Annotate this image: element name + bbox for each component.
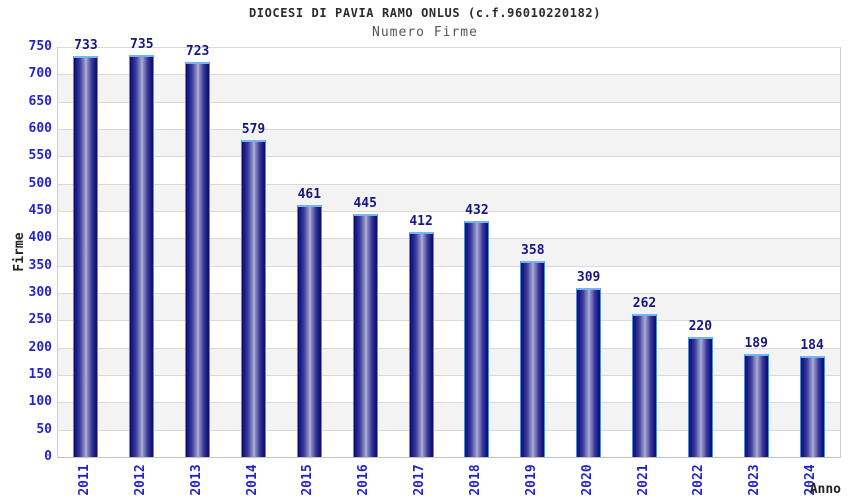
chart-title: DIOCESI DI PAVIA RAMO ONLUS (c.f.9601022…	[248, 6, 602, 20]
y-axis-title: Firme	[12, 232, 27, 272]
plot-area: 733 735 723 579 461 445 412 432 358 309 262 220 189 1…	[57, 37, 841, 458]
bar	[520, 261, 546, 457]
plot-band-grey	[58, 402, 840, 430]
bar-value-label: 461	[297, 187, 322, 202]
y-tick-label: 250	[28, 312, 52, 328]
bar	[241, 140, 266, 457]
x-tick-label: 2016	[356, 464, 372, 496]
bar-value-label: 184	[800, 338, 824, 354]
x-tick-label: 2014	[244, 464, 260, 496]
plot-band-white	[58, 156, 840, 184]
bar-value-label: 445	[353, 195, 377, 211]
y-tick-label: 700	[28, 66, 52, 82]
bar	[799, 356, 825, 457]
x-tick-label: 2023	[747, 464, 763, 496]
x-tick-label: 2019	[523, 464, 539, 496]
y-tick-label: 550	[28, 148, 52, 164]
bar-value-label: 262	[632, 295, 657, 311]
bar-value-label: 735	[130, 37, 154, 53]
bar	[185, 61, 211, 457]
x-tick-label: 2012	[132, 464, 148, 496]
y-tick-label: 400	[28, 230, 52, 246]
bar	[743, 353, 769, 457]
y-tick-label: 300	[28, 285, 52, 300]
chart-subtitle: Numero Firme	[372, 25, 478, 40]
bar	[73, 56, 99, 457]
y-tick-label: 600	[28, 121, 52, 136]
plot-band-white	[58, 320, 840, 348]
plot-band-white	[58, 265, 840, 293]
x-tick-label: 2017	[412, 464, 428, 496]
plot-band-grey	[58, 74, 840, 102]
bar-value-label: 723	[185, 43, 210, 59]
bar	[352, 213, 378, 457]
bar	[464, 220, 490, 457]
plot-band-grey	[58, 238, 840, 266]
y-tick-label: 100	[28, 394, 52, 410]
bar-value-label: 189	[744, 335, 768, 351]
y-tick-label: 150	[28, 367, 52, 382]
y-tick-label: 450	[28, 203, 52, 218]
y-tick-label: 0	[44, 449, 52, 464]
bar	[687, 336, 713, 457]
bar-value-label: 220	[688, 318, 713, 334]
bar-value-label: 358	[521, 243, 545, 259]
plot-band-white	[58, 211, 840, 239]
y-tick-label: 200	[28, 339, 52, 355]
bar-value-label: 733	[74, 38, 98, 54]
y-tick-label: 500	[28, 175, 52, 191]
bar-value-label: 309	[576, 270, 601, 286]
x-tick-label: 2013	[188, 464, 204, 496]
bar	[296, 205, 322, 457]
y-tick-label: 650	[28, 93, 52, 109]
bar-value-label: 579	[241, 122, 266, 138]
x-tick-label: 2020	[579, 464, 595, 496]
bar	[576, 288, 602, 457]
x-tick-label: 2015	[300, 464, 316, 496]
plot-band-grey	[58, 183, 840, 211]
bar	[408, 231, 434, 457]
x-tick-label: 2021	[635, 464, 651, 496]
bar-value-label: 412	[409, 213, 433, 229]
x-tick-label: 2018	[467, 464, 483, 496]
y-tick-label: 50	[36, 421, 52, 437]
x-axis-title: Anno	[809, 482, 841, 497]
plot-band-white	[58, 429, 840, 457]
plot-band-white	[58, 375, 840, 403]
bar-value-label: 432	[465, 202, 489, 218]
x-tick-label: 2022	[691, 464, 707, 496]
plot-band-white	[58, 47, 840, 75]
plot-band-grey	[58, 347, 840, 375]
plot-band-grey	[58, 293, 840, 321]
plot-band-white	[58, 101, 840, 129]
plot-band-grey	[58, 129, 840, 157]
y-tick-label: 750	[28, 39, 52, 54]
x-tick-label: 2011	[76, 464, 92, 496]
y-tick-label: 350	[28, 257, 52, 273]
bar	[632, 313, 657, 457]
bar	[129, 55, 155, 457]
